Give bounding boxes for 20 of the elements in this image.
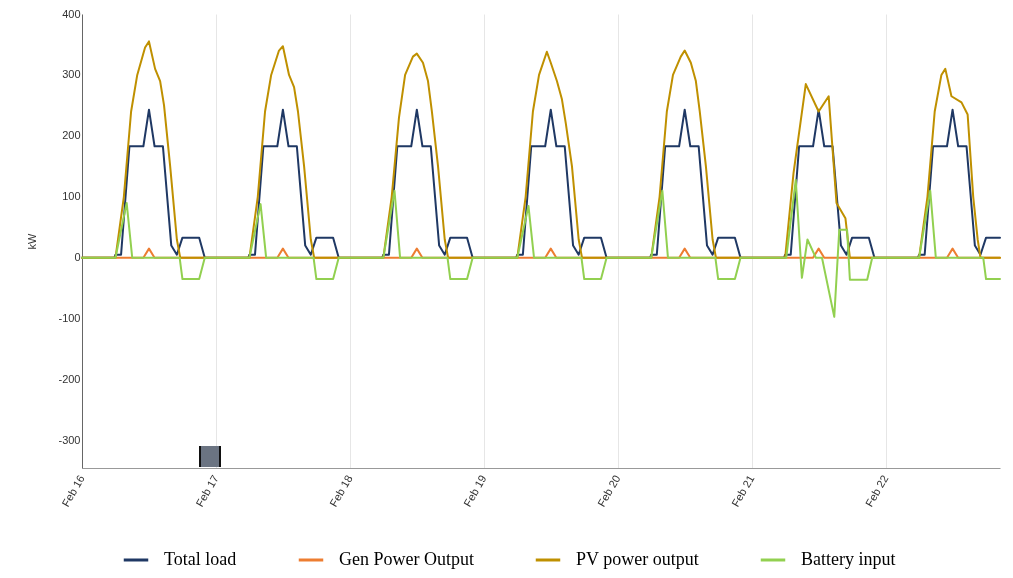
legend-label: Total load (164, 549, 237, 569)
x-tick-label: Feb 18 (327, 473, 355, 509)
x-tick-label: Feb 16 (59, 473, 87, 509)
y-tick-label: 400 (62, 7, 81, 20)
y-tick-label: 200 (62, 129, 81, 142)
y-tick-label: 300 (62, 68, 81, 81)
x-tick-label: Feb 22 (862, 473, 891, 509)
y-axis-title: kW (26, 232, 39, 250)
y-tick-label: -200 (58, 373, 81, 386)
y-tick-label: 100 (62, 190, 81, 203)
x-tick-label: Feb 19 (461, 473, 489, 509)
y-tick-label: 0 (74, 251, 81, 264)
y-tick-label: -300 (58, 434, 81, 447)
legend-label: Gen Power Output (339, 549, 474, 569)
legend-label: PV power output (576, 549, 699, 569)
y-tick-label: -100 (58, 312, 81, 325)
x-tick-label: Feb 20 (595, 473, 623, 509)
x-tick-label: Feb 17 (193, 473, 221, 509)
legend-label: Battery input (801, 549, 896, 569)
x-tick-label: Feb 21 (728, 473, 757, 509)
